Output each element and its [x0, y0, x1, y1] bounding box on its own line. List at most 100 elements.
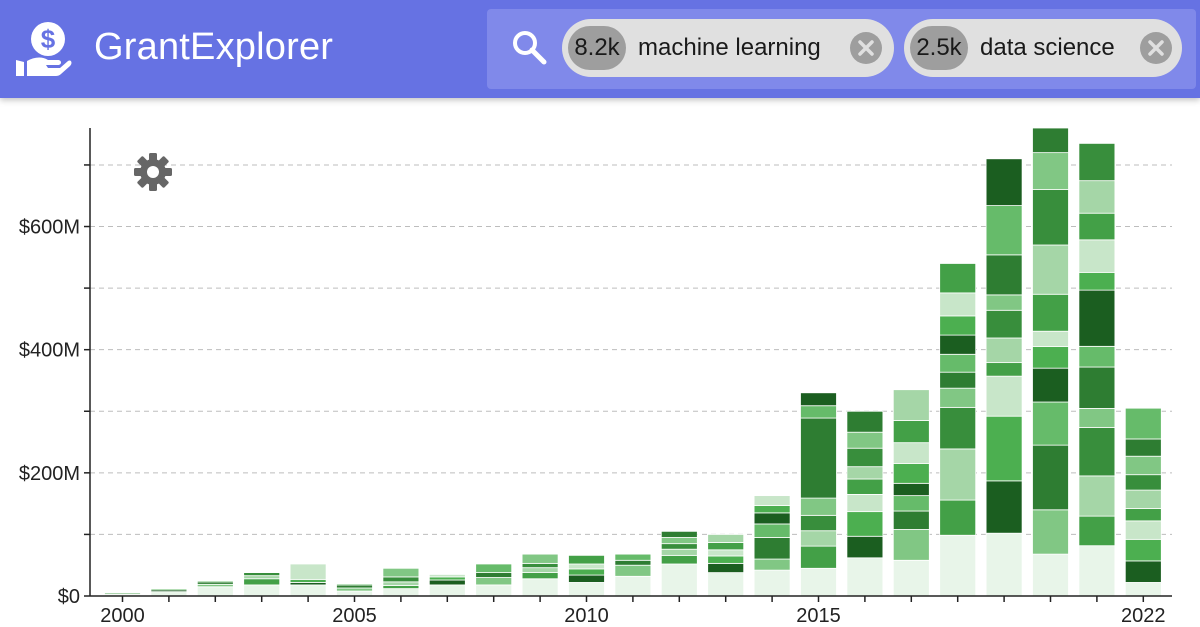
bar-segment[interactable] — [707, 534, 745, 543]
bar-segment[interactable] — [1078, 426, 1116, 477]
bar-segment[interactable] — [707, 549, 745, 557]
bar-segment[interactable] — [939, 315, 977, 336]
bar-segment[interactable] — [336, 584, 373, 589]
bar-stack[interactable] — [289, 563, 327, 597]
bar-segment[interactable] — [1032, 367, 1069, 403]
bar-segment[interactable] — [614, 564, 652, 577]
bar-segment[interactable] — [707, 562, 745, 574]
bar-segment[interactable] — [892, 529, 930, 561]
bar-segment[interactable] — [1078, 212, 1116, 241]
funding-chart[interactable]: $0 $200M $400M $600M 2000 2005 2010 2015 2022 — [0, 98, 1200, 627]
bar-segment[interactable] — [1078, 180, 1116, 214]
bar-segment[interactable] — [1032, 152, 1069, 190]
bar-stack[interactable] — [428, 574, 466, 597]
bar-segment[interactable] — [939, 353, 977, 373]
gear-icon[interactable] — [132, 151, 174, 193]
bar-segment[interactable] — [243, 575, 281, 580]
bar-stack[interactable] — [382, 567, 420, 597]
bar-segment[interactable] — [521, 578, 559, 597]
bar-stack[interactable] — [568, 554, 605, 597]
bar-segment[interactable] — [660, 563, 698, 597]
bar-segment[interactable] — [336, 583, 373, 586]
bar-segment[interactable] — [660, 554, 698, 565]
bar-stack[interactable] — [475, 563, 513, 597]
bar-stack[interactable] — [753, 495, 791, 597]
bar-segment[interactable] — [846, 493, 884, 513]
bar-segment[interactable] — [985, 415, 1023, 482]
bar-segment[interactable] — [614, 553, 652, 561]
bar-segment[interactable] — [660, 530, 698, 538]
bar-segment[interactable] — [939, 499, 977, 536]
bar-segment[interactable] — [428, 576, 466, 581]
bar-stack[interactable] — [243, 572, 281, 597]
bar-segment[interactable] — [289, 563, 327, 580]
bar-segment[interactable] — [521, 562, 559, 569]
bar-segment[interactable] — [707, 572, 745, 597]
bar-segment[interactable] — [475, 563, 513, 573]
bar-segment[interactable] — [1078, 289, 1116, 347]
bar-stack[interactable] — [196, 580, 234, 597]
bar-segment[interactable] — [428, 579, 466, 586]
bar-segment[interactable] — [568, 574, 605, 583]
bar-segment[interactable] — [568, 563, 605, 570]
bar-segment[interactable] — [800, 405, 837, 419]
bar-segment[interactable] — [939, 534, 977, 597]
bar-segment[interactable] — [985, 294, 1023, 311]
bar-segment[interactable] — [753, 537, 791, 560]
bar-segment[interactable] — [382, 585, 420, 590]
bar-segment[interactable] — [521, 553, 559, 564]
bar-segment[interactable] — [846, 466, 884, 480]
bar-segment[interactable] — [614, 559, 652, 566]
bar-segment[interactable] — [1032, 401, 1069, 446]
bar-segment[interactable] — [707, 542, 745, 551]
bar-segment[interactable] — [1032, 127, 1069, 154]
bar-segment[interactable] — [1032, 244, 1069, 295]
search-chip-machine-learning[interactable]: 8.2k machine learning — [562, 19, 894, 77]
bar-segment[interactable] — [892, 442, 930, 465]
bar-segment[interactable] — [1124, 455, 1162, 476]
bar-stack[interactable] — [150, 587, 188, 597]
bar-segment[interactable] — [243, 584, 281, 597]
bar-stack[interactable] — [939, 263, 977, 597]
bar-segment[interactable] — [1124, 474, 1162, 491]
bar-segment[interactable] — [892, 420, 930, 444]
bar-segment[interactable] — [521, 567, 559, 573]
bar-segment[interactable] — [985, 158, 1023, 206]
bar-segment[interactable] — [568, 582, 605, 597]
bar-segment[interactable] — [243, 572, 281, 577]
bar-segment[interactable] — [1078, 545, 1116, 597]
bar-segment[interactable] — [150, 587, 188, 590]
bar-segment[interactable] — [846, 431, 884, 449]
bar-segment[interactable] — [614, 575, 652, 597]
bar-segment[interactable] — [753, 558, 791, 571]
bar-segment[interactable] — [892, 389, 930, 421]
bar-segment[interactable] — [196, 580, 234, 583]
bar-segment[interactable] — [1124, 582, 1162, 597]
bar-segment[interactable] — [660, 543, 698, 550]
bar-segment[interactable] — [1032, 444, 1069, 511]
bar-segment[interactable] — [1032, 330, 1069, 348]
bar-segment[interactable] — [1124, 560, 1162, 583]
bar-segment[interactable] — [382, 576, 420, 583]
bar-segment[interactable] — [568, 568, 605, 576]
bar-segment[interactable] — [985, 205, 1023, 256]
close-circle-icon[interactable] — [849, 31, 883, 65]
bar-segment[interactable] — [1032, 346, 1069, 369]
bar-segment[interactable] — [660, 548, 698, 556]
bar-segment[interactable] — [939, 448, 977, 501]
bar-segment[interactable] — [1078, 271, 1116, 291]
bar-segment[interactable] — [892, 463, 930, 484]
bar-segment[interactable] — [846, 535, 884, 559]
bar-segment[interactable] — [753, 512, 791, 525]
bar-segment[interactable] — [985, 480, 1023, 534]
bar-stack[interactable] — [800, 392, 837, 597]
bar-segment[interactable] — [985, 337, 1023, 364]
bar-segment[interactable] — [846, 511, 884, 537]
bar-segment[interactable] — [336, 587, 373, 592]
bar-segment[interactable] — [475, 577, 513, 586]
search-chip-data-science[interactable]: 2.5k data science — [904, 19, 1182, 77]
bar-segment[interactable] — [707, 555, 745, 564]
bar-segment[interactable] — [1032, 553, 1069, 597]
bar-segment[interactable] — [800, 417, 837, 499]
bar-segment[interactable] — [939, 371, 977, 389]
